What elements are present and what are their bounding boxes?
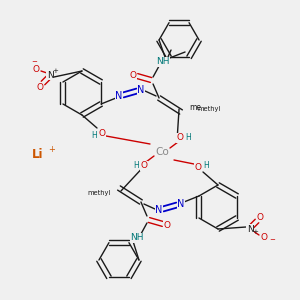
Text: N: N bbox=[46, 70, 53, 80]
Text: +: + bbox=[252, 229, 258, 235]
Text: me: me bbox=[189, 103, 201, 112]
Text: N: N bbox=[177, 199, 184, 209]
Text: H: H bbox=[185, 134, 191, 142]
Text: O: O bbox=[32, 64, 40, 74]
Text: O: O bbox=[130, 70, 136, 80]
Text: methyl: methyl bbox=[87, 190, 110, 196]
Text: −: − bbox=[269, 237, 275, 243]
Text: H: H bbox=[91, 130, 97, 140]
Text: N: N bbox=[137, 85, 145, 95]
Text: methyl: methyl bbox=[197, 106, 220, 112]
Text: O: O bbox=[176, 134, 184, 142]
Text: N: N bbox=[247, 224, 254, 233]
Text: O: O bbox=[164, 220, 170, 230]
Text: N: N bbox=[116, 91, 123, 101]
Text: Co: Co bbox=[155, 147, 169, 157]
Text: Li: Li bbox=[32, 148, 44, 161]
Text: H: H bbox=[203, 160, 209, 169]
Text: +: + bbox=[49, 145, 56, 154]
Text: +: + bbox=[52, 68, 58, 74]
Text: N: N bbox=[155, 205, 163, 215]
Text: O: O bbox=[140, 161, 148, 170]
Text: O: O bbox=[256, 212, 263, 221]
Text: H: H bbox=[133, 161, 139, 170]
Text: O: O bbox=[194, 163, 202, 172]
Text: O: O bbox=[98, 128, 106, 137]
Text: −: − bbox=[31, 59, 37, 65]
Text: NH: NH bbox=[130, 233, 144, 242]
Text: O: O bbox=[260, 232, 268, 242]
Text: NH: NH bbox=[156, 58, 170, 67]
Text: O: O bbox=[37, 82, 44, 91]
